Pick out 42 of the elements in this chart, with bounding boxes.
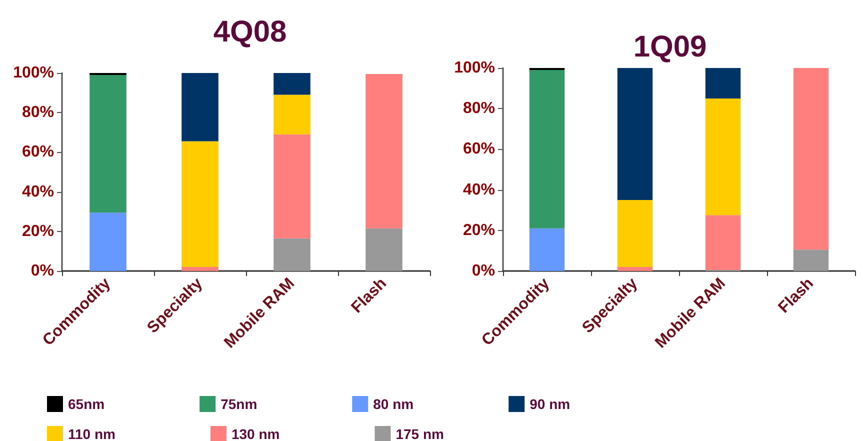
bar [90,74,126,213]
legend-label: 175 nm [396,426,444,441]
y-tick-label: 60% [462,140,495,158]
y-tick-label: 80% [22,104,54,122]
y-tick-label: 20% [462,222,495,239]
legend-label: 130 nm [231,426,280,441]
bar [705,215,741,270]
bar [274,73,310,95]
chart-title: 4Q08 [213,16,287,48]
legend-label: 65nm [68,396,105,412]
bar [705,98,741,216]
y-tick-label: 40% [462,181,495,198]
y-tick-label: 0% [472,262,495,280]
bar [617,68,653,200]
y-tick-label: 60% [22,144,54,161]
bar [274,134,310,238]
bar [182,267,218,271]
bar [793,250,829,271]
bar [617,200,653,267]
bar [182,73,218,142]
y-tick-label: 100% [13,64,54,82]
bar [182,141,218,268]
bar [793,68,829,250]
bar [529,228,565,271]
y-tick-label: 80% [462,100,495,118]
bar [366,228,402,271]
bar [366,74,402,228]
bar [617,266,653,271]
chart-title: 1Q09 [633,30,707,64]
y-tick-label: 100% [454,60,495,76]
bar [274,238,310,271]
bar [274,94,310,134]
bar [90,212,126,271]
legend-label: 90 nm [530,396,570,412]
bar [529,70,565,228]
legend-label: 75nm [220,396,258,412]
legend-label: 80 nm [373,396,414,412]
legend-label: 110 nm [68,426,116,441]
y-tick-label: 0% [30,262,54,280]
y-tick-label: 20% [22,222,54,240]
bar [705,68,741,98]
y-tick-label: 40% [22,183,54,200]
